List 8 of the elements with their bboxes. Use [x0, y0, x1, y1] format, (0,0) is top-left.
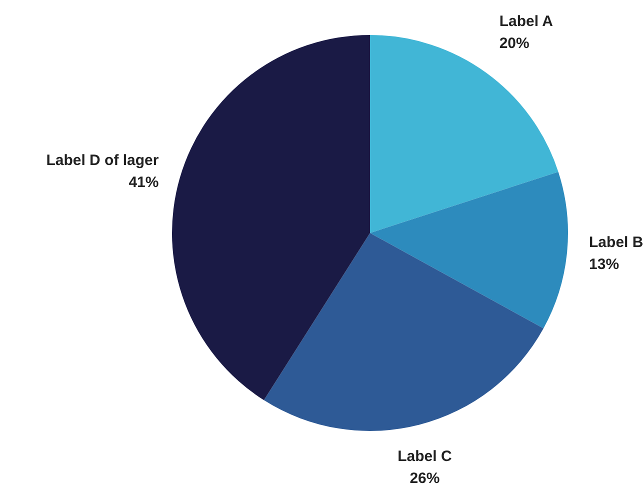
data-label: 41% — [128, 174, 159, 191]
slice-label: Label A — [499, 13, 554, 30]
slice-label: Label C — [398, 448, 452, 466]
slice-label: Label B — [589, 234, 644, 251]
data-label: 26% — [410, 470, 440, 488]
data-label: 13% — [589, 256, 620, 273]
data-label: 20% — [499, 35, 530, 52]
slice-label: Label D of lager — [46, 152, 159, 169]
